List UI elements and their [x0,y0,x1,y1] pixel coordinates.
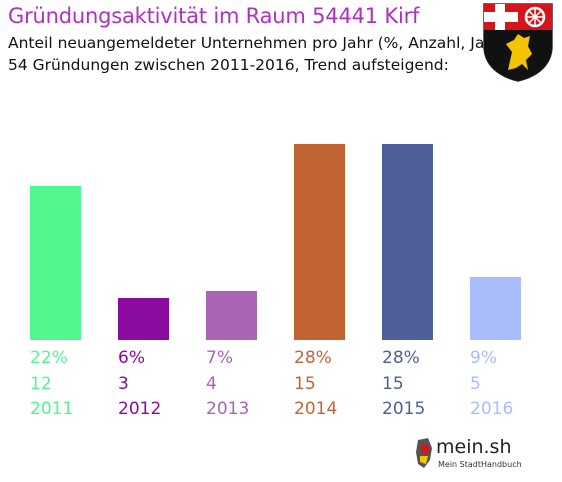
logo-subtext: Mein StadtHandbuch [438,460,522,469]
count-label-2012: 3 [118,374,129,394]
percent-label-2014: 28% [294,348,332,368]
chart-subtitle: Anteil neuangemeldeter Unternehmen pro J… [8,34,507,52]
rheinland-pfalz-crest-icon [483,3,553,82]
year-label-2014: 2014 [294,399,338,419]
logo-text: mein.sh [436,436,512,458]
chart-title: Gründungsaktivität im Raum 54441 Kirf [8,4,420,28]
chart-summary: 54 Gründungen zwischen 2011-2016, Trend … [8,56,449,74]
bar-2016 [470,277,521,340]
bar-2012 [118,298,169,340]
percent-label-2013: 7% [206,348,233,368]
count-label-2013: 4 [206,374,217,394]
mein-sh-logo-icon [416,438,432,468]
count-label-2011: 12 [30,374,52,394]
year-label-2013: 2013 [206,399,250,419]
year-label-2011: 2011 [30,399,74,419]
count-label-2016: 5 [470,374,481,394]
percent-label-2016: 9% [470,348,497,368]
year-label-2015: 2015 [382,399,426,419]
bar-2013 [206,291,257,340]
count-label-2015: 15 [382,374,404,394]
percent-label-2015: 28% [382,348,420,368]
percent-label-2011: 22% [30,348,68,368]
bar-2014 [294,144,345,340]
year-label-2012: 2012 [118,399,162,419]
bar-2015 [382,144,433,340]
year-label-2016: 2016 [470,399,514,419]
bar-2011 [30,186,81,340]
percent-label-2012: 6% [118,348,145,368]
count-label-2014: 15 [294,374,316,394]
